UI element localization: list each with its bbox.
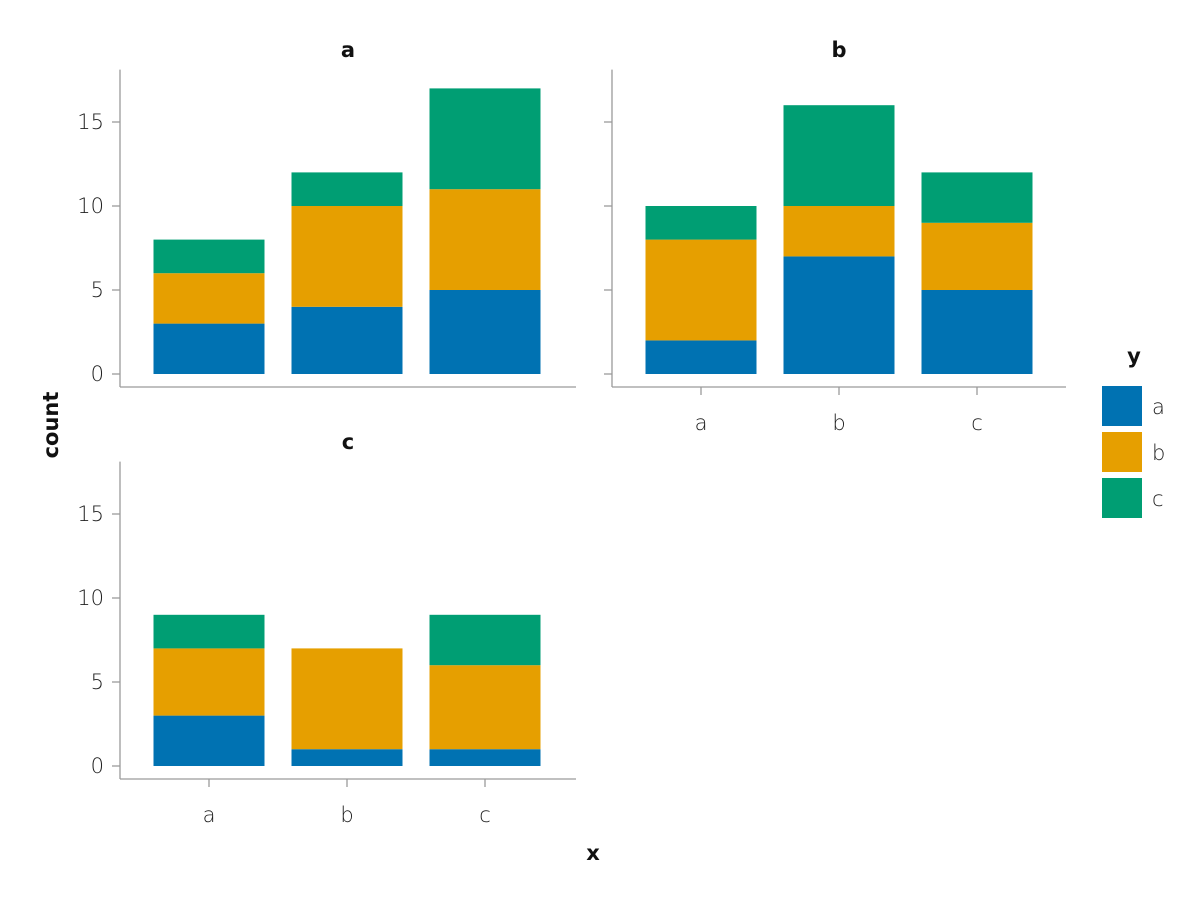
bar-a-a-a bbox=[153, 323, 265, 374]
x-tick-label-b-a: a bbox=[695, 411, 708, 435]
bar-c-a-a bbox=[153, 715, 265, 766]
y-tick-label-c-5: 5 bbox=[91, 670, 104, 694]
legend-swatch-b bbox=[1102, 432, 1142, 472]
bar-c-a-b bbox=[153, 648, 265, 716]
bar-c-b-b bbox=[291, 648, 403, 750]
bar-c-c-a bbox=[429, 749, 541, 766]
facet-title-b: b bbox=[831, 38, 846, 62]
y-tick-label-c-0: 0 bbox=[91, 754, 104, 778]
bar-a-c-a bbox=[429, 290, 541, 374]
x-tick-label-c-b: b bbox=[340, 803, 353, 827]
legend-label-c: c bbox=[1152, 487, 1164, 511]
bar-c-a-c bbox=[153, 614, 265, 649]
bar-a-c-c bbox=[429, 88, 541, 190]
y-axis-title: count bbox=[39, 392, 63, 459]
y-tick-label-a-10: 10 bbox=[77, 194, 104, 218]
bar-b-b-b bbox=[783, 206, 895, 257]
legend-label-a: a bbox=[1152, 395, 1165, 419]
x-tick-label-c-c: c bbox=[479, 803, 491, 827]
bar-b-c-b bbox=[921, 222, 1033, 290]
legend-label-b: b bbox=[1152, 441, 1165, 465]
bar-b-c-c bbox=[921, 172, 1033, 223]
bar-a-b-a bbox=[291, 306, 403, 374]
bar-b-a-a bbox=[645, 340, 757, 374]
facet-title-c: c bbox=[342, 430, 354, 454]
bar-b-b-c bbox=[783, 105, 895, 206]
bar-b-a-c bbox=[645, 206, 757, 240]
y-tick-label-a-5: 5 bbox=[91, 278, 104, 302]
x-tick-label-c-a: a bbox=[203, 803, 216, 827]
bar-c-b-a bbox=[291, 749, 403, 766]
bar-c-c-c bbox=[429, 614, 541, 666]
legend-swatch-a bbox=[1102, 386, 1142, 426]
x-axis-title: x bbox=[586, 841, 600, 865]
y-tick-label-c-10: 10 bbox=[77, 586, 104, 610]
bar-a-c-b bbox=[429, 189, 541, 290]
legend-title: y bbox=[1127, 344, 1141, 368]
bar-b-c-a bbox=[921, 290, 1033, 374]
bar-a-b-c bbox=[291, 172, 403, 206]
y-tick-label-a-0: 0 bbox=[91, 362, 104, 386]
legend-swatch-c bbox=[1102, 478, 1142, 518]
bar-a-a-c bbox=[153, 239, 265, 274]
bar-c-c-b bbox=[429, 665, 541, 750]
bar-b-b-a bbox=[783, 256, 895, 374]
facet-title-a: a bbox=[341, 38, 355, 62]
x-tick-label-b-c: c bbox=[971, 411, 983, 435]
y-tick-label-c-15: 15 bbox=[77, 502, 104, 526]
bar-a-b-b bbox=[291, 206, 403, 307]
x-tick-label-b-b: b bbox=[832, 411, 845, 435]
bar-a-a-b bbox=[153, 273, 265, 324]
bar-b-a-b bbox=[645, 239, 757, 341]
y-tick-label-a-15: 15 bbox=[77, 110, 104, 134]
